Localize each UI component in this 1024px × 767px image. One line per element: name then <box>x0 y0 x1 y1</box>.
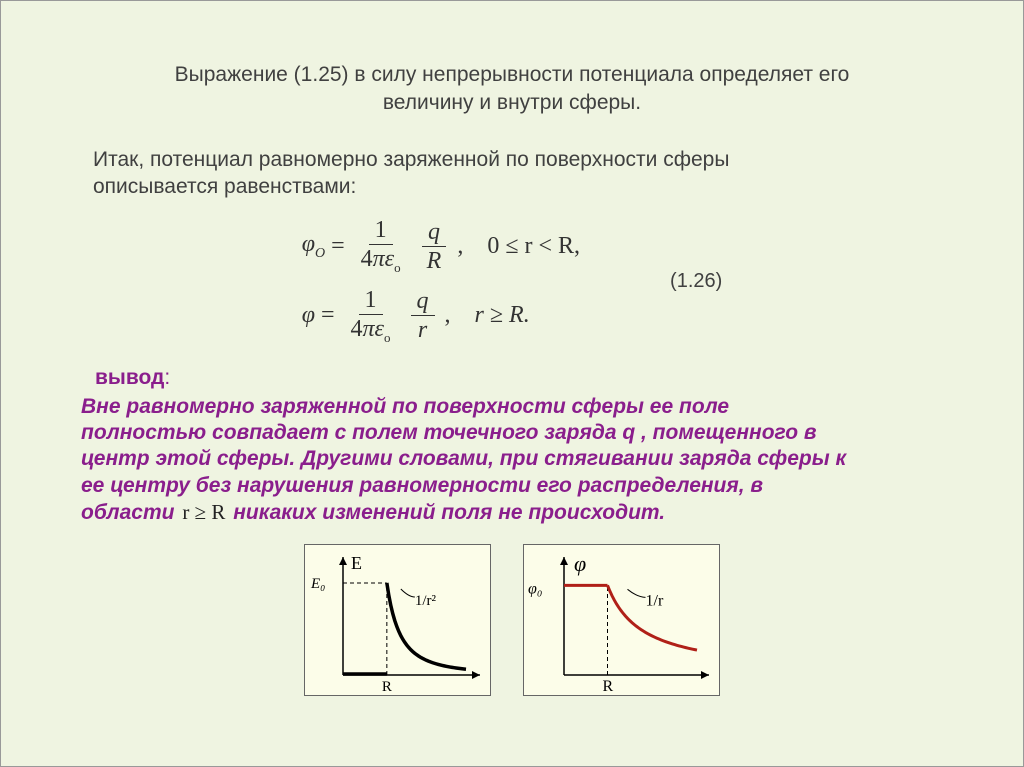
fraction-1-over-4pieps: 1 4πεo <box>345 288 397 344</box>
equation-stack: φO = 1 4πεo q R , 0 ≤ r < R, φ = 1 4πεo … <box>302 218 580 344</box>
title-line-1: Выражение (1.25) в силу непрерывности по… <box>175 63 850 86</box>
range-1: 0 ≤ r < R, <box>487 233 580 260</box>
range-2: r ≥ R. <box>475 302 530 329</box>
conclusion-label: вывод: <box>95 366 943 390</box>
conclusion-line-4: ее центру без нарушения равномерности ег… <box>81 474 763 497</box>
svg-text:R: R <box>382 679 392 695</box>
svg-text:E: E <box>351 553 362 573</box>
conclusion-text: Вне равномерно заряженной по поверхности… <box>81 394 943 526</box>
subtitle-line-1: Итак, потенциал равномерно заряженной по… <box>93 148 729 171</box>
conclusion-line-3: центр этой сферы. Другими словами, при с… <box>81 447 846 470</box>
svg-text:1/r²: 1/r² <box>415 593 437 609</box>
conclusion-line-1: Вне равномерно заряженной по поверхности… <box>81 395 729 418</box>
chart-phi-vs-r: φ φ₀ 1/r R <box>523 544 720 696</box>
svg-text:E₀: E₀ <box>310 576 325 592</box>
conclusion-line-5b: никаких изменений поля не происходит. <box>233 501 665 524</box>
equation-row-2: φ = 1 4πεo q r , r ≥ R. <box>302 288 580 344</box>
fraction-1-over-4pieps: 1 4πεo <box>355 218 407 274</box>
subtitle: Итак, потенциал равномерно заряженной по… <box>93 146 943 201</box>
equals-sign: = <box>331 233 345 260</box>
equals-sign: = <box>321 302 335 329</box>
chart-E-vs-r: E E₀ 1/r² R <box>304 544 491 696</box>
subtitle-line-2: описывается равенствами: <box>93 175 356 198</box>
svg-text:R: R <box>603 678 614 695</box>
conclusion-line-5a: области <box>81 501 180 524</box>
fraction-q-over-R: q R <box>421 220 448 273</box>
varphi-symbol: φO <box>302 231 325 262</box>
equation-block: φO = 1 4πεo q R , 0 ≤ r < R, φ = 1 4πεo … <box>81 218 943 344</box>
varphi-symbol: φ <box>302 302 315 329</box>
conclusion-line-2: полностью совпадает с полем точечного за… <box>81 421 817 444</box>
title-line-2: величину и внутри сферы. <box>383 91 641 114</box>
fraction-q-over-r: q r <box>411 289 435 342</box>
svg-text:φ: φ <box>574 551 586 576</box>
page-title: Выражение (1.25) в силу непрерывности по… <box>81 61 943 118</box>
inline-math-rgeR: r ≥ R <box>180 500 227 524</box>
svg-text:φ₀: φ₀ <box>528 580 542 597</box>
charts-row: E E₀ 1/r² R φ φ₀ 1/r R <box>81 544 943 696</box>
equation-row-1: φO = 1 4πεo q R , 0 ≤ r < R, <box>302 218 580 274</box>
comma: , <box>457 233 463 260</box>
equation-number: (1.26) <box>670 270 722 293</box>
comma: , <box>445 302 451 329</box>
svg-text:1/r: 1/r <box>646 592 664 609</box>
